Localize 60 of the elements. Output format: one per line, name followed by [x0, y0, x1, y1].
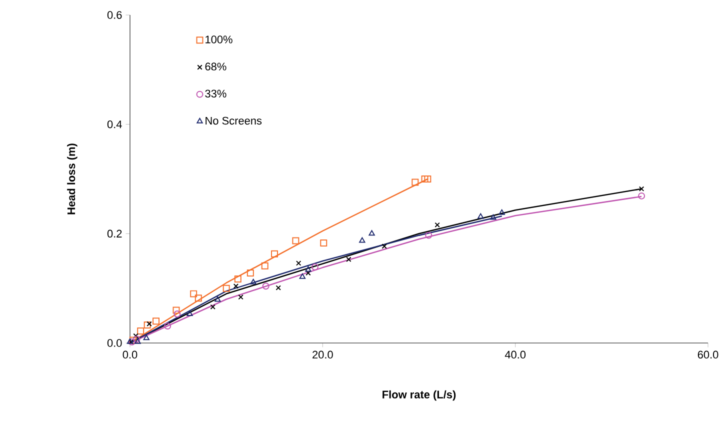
point [262, 282, 270, 290]
point [292, 237, 300, 244]
y-tick-label: 0.6 [107, 11, 122, 19]
point [174, 310, 181, 318]
point [425, 232, 432, 239]
point [320, 239, 328, 246]
point [346, 256, 352, 262]
point [434, 222, 440, 228]
point [172, 306, 180, 314]
point [234, 276, 242, 283]
point [144, 321, 151, 328]
x-tick-label: 60.0 [698, 350, 718, 359]
point [276, 285, 281, 290]
legend-label: 33% [205, 90, 226, 98]
point [638, 192, 646, 200]
legend-label: 68% [205, 62, 226, 70]
point [210, 304, 216, 310]
point [311, 264, 318, 271]
point [359, 237, 366, 243]
point [382, 244, 387, 249]
point [421, 176, 428, 182]
point [238, 294, 244, 300]
point [143, 334, 150, 340]
point [164, 322, 172, 330]
y-tick-label: 0.0 [107, 339, 122, 347]
point [190, 290, 198, 298]
point [306, 270, 311, 276]
point [498, 209, 505, 215]
x-tick-label: 0.0 [122, 350, 138, 359]
point [296, 260, 302, 266]
point [490, 214, 496, 220]
point [214, 296, 221, 302]
point [412, 178, 419, 186]
y-tick-label: 0.2 [107, 230, 122, 238]
point [271, 250, 278, 258]
point [368, 230, 375, 236]
point [424, 176, 432, 182]
point [133, 333, 138, 339]
point [305, 266, 312, 272]
point [478, 213, 484, 219]
y-tick-label: 0.4 [107, 120, 122, 128]
point [250, 278, 256, 284]
point [233, 284, 239, 289]
x-tick-label: 40.0 [504, 350, 526, 359]
point [137, 327, 144, 334]
point [299, 273, 306, 279]
point [152, 318, 160, 325]
point [186, 310, 193, 316]
point [246, 270, 254, 277]
point [194, 294, 202, 302]
y-axis-title: Head loss (m) [67, 144, 78, 214]
x-tick-label: 20.0 [312, 350, 333, 359]
point [146, 321, 152, 326]
legend-label: No Screens [206, 116, 262, 125]
legend-label: 100% [206, 36, 232, 44]
x-axis-title: Flow rate (L/s) [382, 390, 456, 401]
point [133, 336, 140, 343]
point [222, 284, 230, 292]
point [134, 338, 141, 344]
point [261, 262, 268, 270]
